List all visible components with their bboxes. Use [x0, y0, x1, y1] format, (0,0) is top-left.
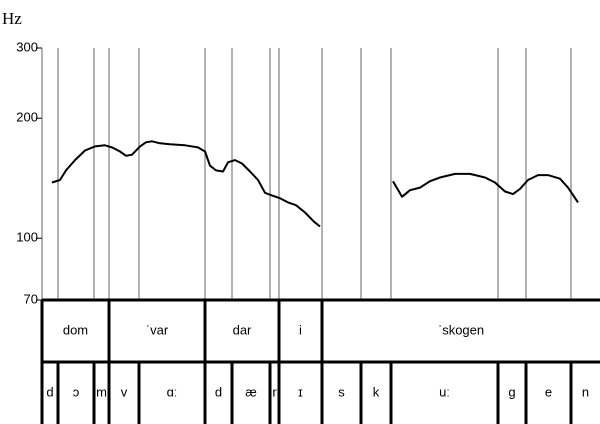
y-tick-label: 70: [24, 291, 38, 306]
phone-label: e: [545, 384, 552, 399]
y-tick-label: 100: [16, 230, 38, 245]
word-label: i: [299, 322, 302, 337]
y-axis-label: Hz: [2, 9, 22, 28]
phone-label: s: [338, 384, 345, 399]
word-label: ˈskogen: [438, 322, 484, 337]
pitch-contour: [51, 140, 321, 228]
y-tick-label: 200: [16, 110, 38, 125]
phone-label: m: [96, 384, 107, 399]
phone-label: n: [582, 384, 589, 399]
phone-label: uː: [439, 384, 450, 399]
phone-label: æ: [245, 384, 257, 399]
phone-label: d: [215, 384, 222, 399]
phone-label: ɑː: [167, 384, 178, 399]
phone-label: g: [508, 384, 515, 399]
word-label: dom: [63, 322, 88, 337]
phone-label: r: [272, 384, 277, 399]
phone-label: ɪ: [298, 384, 303, 399]
word-label: dar: [233, 322, 252, 337]
pitch-contour: [392, 172, 579, 203]
phone-label: k: [373, 384, 380, 399]
phone-label: v: [121, 384, 128, 399]
word-label: ˈvar: [146, 322, 169, 337]
phone-label: d: [46, 384, 53, 399]
y-tick-label: 300: [16, 39, 38, 54]
phone-label: ɔ: [73, 384, 80, 399]
